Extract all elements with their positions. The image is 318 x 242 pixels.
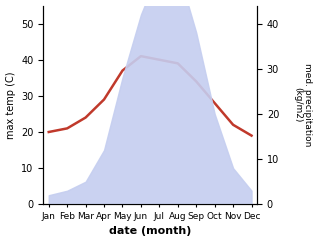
X-axis label: date (month): date (month): [109, 227, 191, 236]
Y-axis label: max temp (C): max temp (C): [5, 71, 16, 139]
Y-axis label: med. precipitation
(kg/m2): med. precipitation (kg/m2): [293, 63, 313, 147]
